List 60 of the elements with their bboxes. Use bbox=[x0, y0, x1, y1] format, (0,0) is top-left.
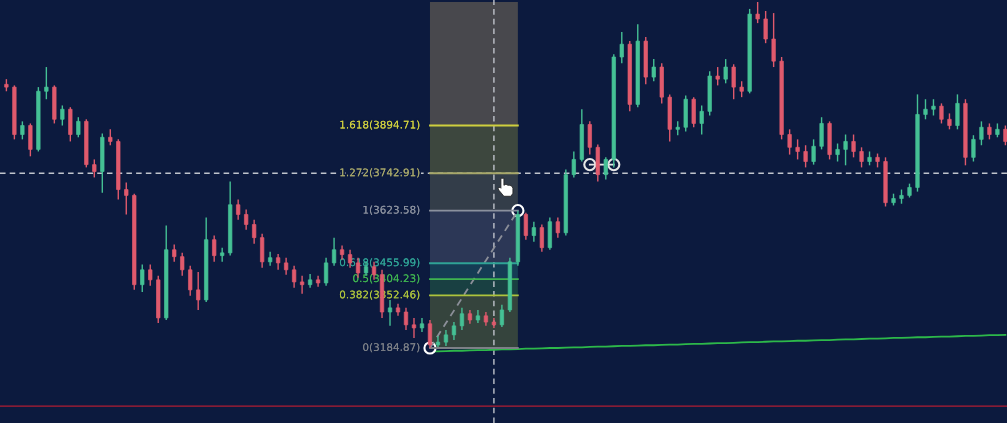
candlestick bbox=[403, 307, 409, 331]
candlestick bbox=[323, 256, 329, 287]
candlestick bbox=[771, 12, 776, 68]
candlestick bbox=[803, 144, 808, 169]
candlestick bbox=[587, 120, 592, 156]
candlestick bbox=[971, 134, 976, 163]
candlestick bbox=[188, 264, 193, 297]
series-label: 1.272(3742.91) bbox=[340, 168, 420, 178]
series-label: 1(3623.58) bbox=[363, 205, 420, 215]
candlestick bbox=[523, 212, 528, 241]
candlestick bbox=[499, 304, 505, 328]
candlestick bbox=[539, 223, 544, 253]
candlestick bbox=[755, 1, 760, 24]
candlestick bbox=[603, 156, 608, 181]
candlestick bbox=[28, 122, 33, 158]
candlestick bbox=[427, 319, 433, 349]
candlestick bbox=[619, 31, 624, 64]
candlestick bbox=[651, 58, 656, 82]
candlestick bbox=[411, 317, 417, 339]
candlestick bbox=[795, 138, 800, 161]
candlestick bbox=[939, 102, 944, 125]
candlestick bbox=[811, 138, 816, 166]
candlestick bbox=[787, 128, 792, 156]
candlestick bbox=[60, 104, 65, 127]
series-label: 1.618(3894.71) bbox=[340, 120, 420, 130]
candlestick bbox=[220, 246, 225, 263]
candlestick bbox=[955, 93, 960, 131]
candlestick bbox=[979, 120, 984, 146]
candlestick bbox=[212, 234, 217, 263]
candlestick bbox=[292, 264, 297, 289]
candlestick bbox=[76, 116, 81, 138]
candlestick bbox=[715, 66, 720, 87]
candlestick bbox=[387, 299, 393, 327]
candlestick bbox=[180, 252, 185, 277]
candlestick bbox=[843, 133, 848, 167]
candlestick bbox=[819, 116, 824, 151]
candlestick bbox=[531, 221, 536, 243]
candlestick bbox=[196, 271, 201, 311]
candlestick bbox=[244, 208, 249, 231]
candlestick bbox=[923, 98, 928, 120]
candlestick bbox=[331, 236, 337, 267]
candlestick bbox=[459, 307, 465, 331]
candlestick bbox=[859, 146, 864, 169]
candlestick bbox=[699, 104, 704, 136]
candlestick bbox=[140, 263, 145, 293]
candlestick bbox=[763, 10, 768, 44]
candlestick bbox=[268, 251, 273, 267]
candlestick bbox=[571, 150, 576, 179]
candlestick bbox=[44, 66, 49, 100]
candlestick bbox=[555, 216, 560, 239]
candlestick bbox=[731, 63, 736, 100]
candlestick bbox=[299, 274, 305, 295]
candlestick bbox=[723, 58, 728, 85]
series-label: 0(3184.87) bbox=[363, 342, 420, 353]
candlestick bbox=[124, 181, 129, 216]
candlestick bbox=[1003, 124, 1007, 146]
candlestick bbox=[851, 133, 856, 159]
candlestick bbox=[252, 218, 257, 245]
candlestick bbox=[148, 263, 153, 287]
candlestick bbox=[236, 198, 241, 221]
